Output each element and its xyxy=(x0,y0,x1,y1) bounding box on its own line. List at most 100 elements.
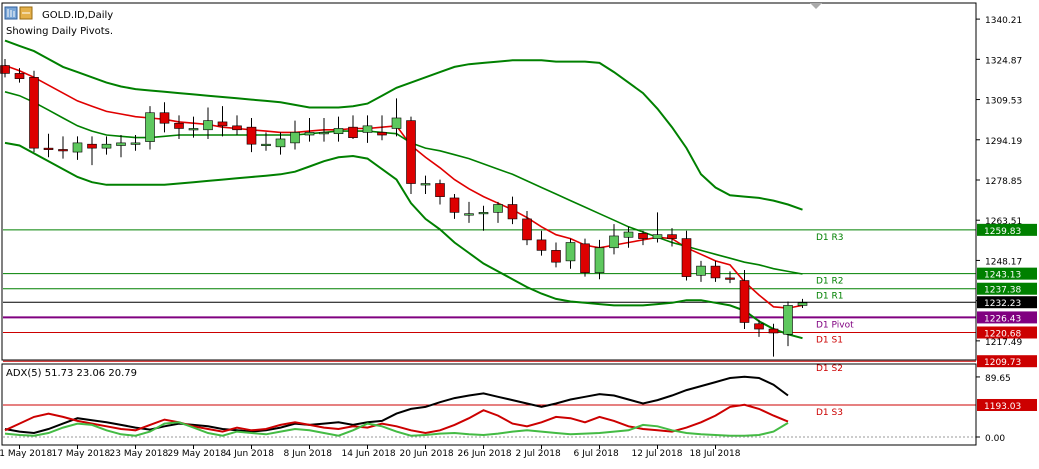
candle-body xyxy=(565,242,576,262)
main-plot-frame xyxy=(1,2,977,361)
candle-body xyxy=(522,218,532,241)
middle-band-line xyxy=(4,91,803,275)
candle-body xyxy=(174,122,184,129)
y-tick-label-0: 1340.21 xyxy=(985,16,1022,26)
candle-53 xyxy=(768,323,779,357)
pivot-price-tag-1-bg xyxy=(977,267,1037,280)
candle-body xyxy=(696,265,706,276)
candle-51 xyxy=(739,270,750,330)
adx-y-tick-label-0: 89.65 xyxy=(985,374,1011,384)
candle-50 xyxy=(725,271,735,284)
candle-46 xyxy=(667,228,677,247)
candle-25 xyxy=(362,115,373,143)
candle-body xyxy=(188,128,199,131)
candle-body xyxy=(449,197,460,213)
candle-body xyxy=(638,233,648,239)
candle-body xyxy=(667,234,677,239)
candle-3 xyxy=(43,133,54,158)
candle-body xyxy=(609,235,619,249)
candle-body xyxy=(116,142,126,146)
candle-body xyxy=(493,204,503,213)
candle-4 xyxy=(58,136,68,159)
candle-15 xyxy=(217,106,228,137)
candle-37 xyxy=(536,230,547,256)
pivot-label-1: D1 R2 xyxy=(816,277,844,287)
pivot-price-tag-3-bg xyxy=(977,311,1037,324)
candle-body xyxy=(130,142,141,145)
candle-35 xyxy=(507,196,518,225)
candle-body xyxy=(536,239,547,251)
candle-8 xyxy=(116,135,126,158)
y-tick-label-6: 1248.17 xyxy=(985,257,1022,267)
x-tick-label-1: 17 May 2018 xyxy=(52,449,111,459)
adx-indicator-title: ADX(5) 51.73 23.06 20.79 xyxy=(6,368,137,379)
pivot-label-6: D1 S3 xyxy=(816,408,843,418)
pivot-price-tag-4: 1220.68 xyxy=(977,326,1037,339)
x-tick-label-2: 23 May 2018 xyxy=(110,449,169,459)
candle-45 xyxy=(652,212,663,243)
x-tick-label-11: 12 Jul 2018 xyxy=(632,449,683,459)
adx-y-tick-label-1: 0.00 xyxy=(985,434,1005,444)
pivot-price-tag-2: 1237.38 xyxy=(977,282,1037,296)
candle-body xyxy=(507,204,518,220)
candle-body xyxy=(14,73,25,79)
candle-body xyxy=(391,117,402,129)
x-tick-label-9: 2 Jul 2018 xyxy=(516,449,561,459)
candle-47 xyxy=(681,230,692,281)
adx-plus-di-line xyxy=(4,403,789,435)
y-tick-label-8: 1217.49 xyxy=(985,338,1022,348)
candle-body xyxy=(797,302,808,306)
pivot-label-5: D1 S2 xyxy=(816,364,843,374)
x-tick-label-12: 18 Jul 2018 xyxy=(690,449,741,459)
candle-body xyxy=(58,149,68,152)
pivot-indicator-caption: Showing Daily Pivots. xyxy=(6,26,113,37)
y-tick-label-1: 1324.87 xyxy=(985,56,1022,66)
pivot-label-3: D1 Pivot xyxy=(816,320,854,330)
candle-body xyxy=(319,132,329,135)
candle-body xyxy=(217,121,228,127)
adx-main-line xyxy=(4,375,789,435)
candle-1 xyxy=(14,68,25,83)
candle-body xyxy=(333,128,344,135)
candle-22 xyxy=(319,117,329,142)
pivot-label-2: D1 R1 xyxy=(816,292,844,302)
x-tick-label-8: 26 Jun 2018 xyxy=(458,449,512,459)
candle-49 xyxy=(710,260,721,282)
candle-body xyxy=(594,247,605,273)
pivot-price-tag-6-text: 1193.03 xyxy=(984,402,1021,412)
candle-9 xyxy=(130,135,141,151)
pivot-price-tag-2-bg xyxy=(977,282,1037,295)
pivot-price-tag-5-text: 1209.73 xyxy=(984,358,1021,368)
candle-41 xyxy=(594,239,605,280)
pivot-price-tag-5: 1209.73 xyxy=(977,355,1037,368)
x-tick-label-10: 6 Jul 2018 xyxy=(574,449,619,459)
candle-body xyxy=(29,77,39,149)
candle-2 xyxy=(29,70,39,153)
upper-band-line xyxy=(4,39,803,211)
candle-40 xyxy=(580,238,590,277)
candle-body xyxy=(551,250,561,263)
candle-32 xyxy=(464,201,474,223)
candle-body xyxy=(739,280,750,323)
candle-body xyxy=(406,120,416,184)
candle-body xyxy=(101,143,112,149)
candle-34 xyxy=(493,201,503,223)
candle-43 xyxy=(623,226,634,248)
candle-body xyxy=(261,143,271,146)
candle-48 xyxy=(696,260,706,282)
y-tick-label-2: 1309.53 xyxy=(985,97,1022,107)
candle-body xyxy=(420,183,431,186)
candle-23 xyxy=(333,116,344,142)
pivot-price-tag-6-bg xyxy=(977,398,1037,411)
candle-36 xyxy=(522,211,532,246)
current-price-tag: 1232.23 xyxy=(977,296,1037,309)
candle-17 xyxy=(246,117,257,153)
candle-31 xyxy=(449,194,460,219)
candle-body xyxy=(710,265,721,279)
candle-body xyxy=(159,112,170,124)
candle-19 xyxy=(275,132,286,155)
chart-symbol-title: GOLD.ID,Daily xyxy=(42,10,113,21)
candle-14 xyxy=(203,107,213,139)
